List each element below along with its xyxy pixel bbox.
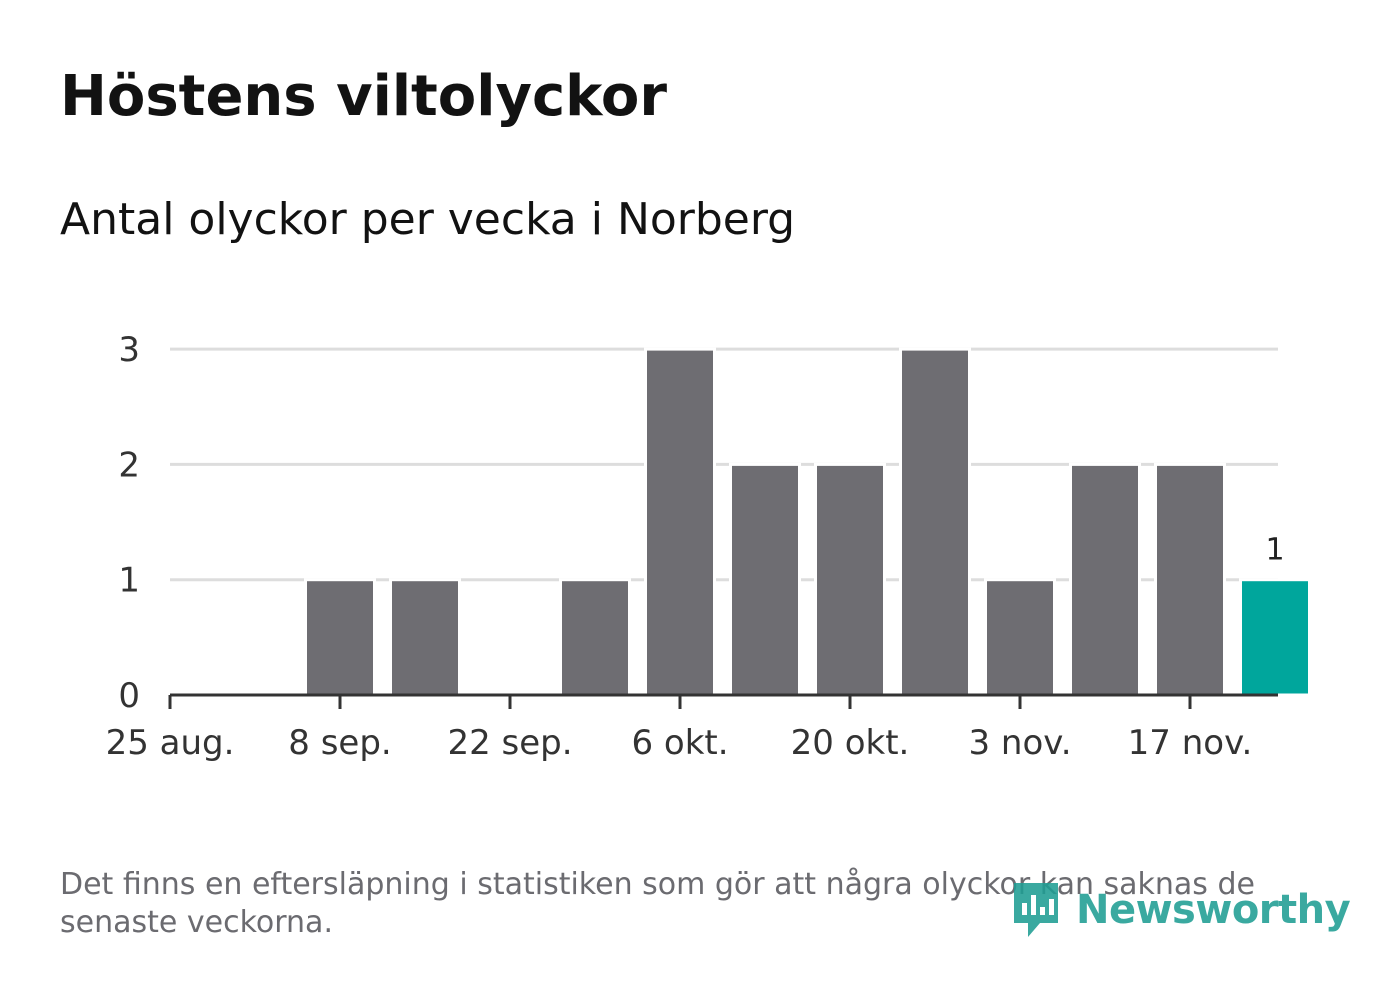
bar-1-sep [304,578,376,697]
bar-10-nov [1154,462,1226,697]
highlight-value-label: 1 [1265,533,1284,568]
logo-text: Newsworthy [1076,887,1351,933]
bar-8-sep [389,578,461,697]
bar-22-sep [559,578,631,697]
y-tick-label-3: 3 [118,330,140,370]
x-axis-ticks: 25 aug. 8 sep. 22 sep. 6 okt. 20 okt. 3 nov. 1… [106,695,1253,763]
newsworthy-logo-icon [1014,883,1058,937]
chart-title: Höstens viltolyckor [60,64,667,129]
y-tick-label-2: 2 [118,445,140,485]
bar-3-nov [1069,462,1141,697]
x-tick-label: 25 aug. [106,723,235,763]
x-tick-label: 22 sep. [447,723,572,763]
x-tick-label: 6 okt. [631,723,728,763]
x-tick-label: 3 nov. [968,723,1071,763]
chart-subtitle: Antal olyckor per vecka i Norberg [60,194,796,245]
y-tick-label-0: 0 [118,676,140,716]
bar-27-okt [984,578,1056,697]
bars [304,347,1311,697]
y-axis-ticks: 0 1 2 3 [118,330,140,716]
bar-13-okt [814,462,886,697]
data-labels: 1 [1265,533,1284,568]
bar-20-okt [899,347,971,697]
x-tick-label: 20 okt. [791,723,910,763]
x-tick-label: 17 nov. [1128,723,1253,763]
y-tick-label-1: 1 [118,561,140,601]
bar-6-okt [729,462,801,697]
x-tick-label: 8 sep. [288,723,391,763]
bar-29-sep [644,347,716,697]
newsworthy-logo: Newsworthy [1010,878,1351,942]
bar-17-nov [1239,578,1311,697]
